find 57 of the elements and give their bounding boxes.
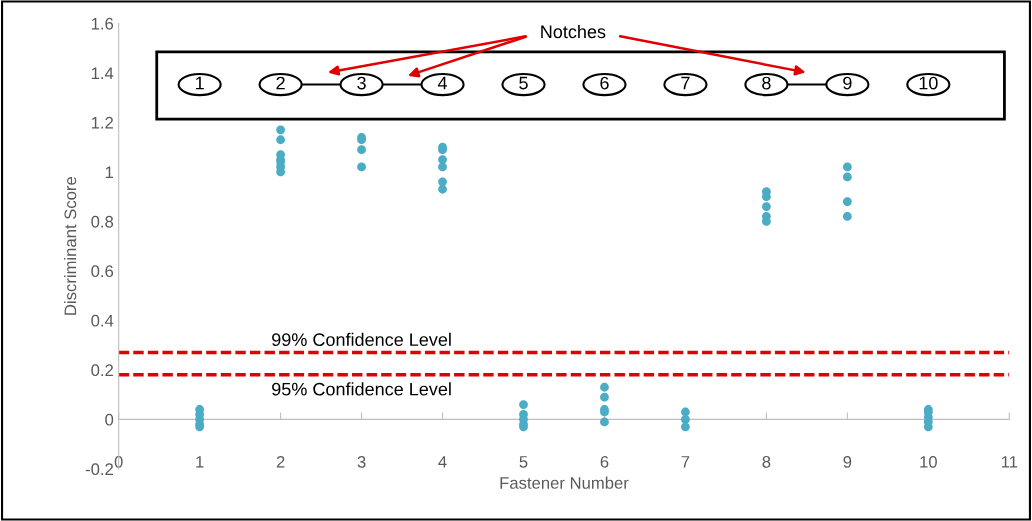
y-tick-label: 1.2 [91,116,113,129]
ref-line-label: 95% Confidence Level [272,382,451,396]
x-tick-label: 2 [276,455,285,468]
y-tick-label: 0.4 [91,314,114,327]
point [842,212,852,221]
annotation: 1 [196,76,204,90]
annotation: 8 [762,76,771,90]
y-axis-title: Discriminant Score [64,176,77,315]
annotation: 10 [919,76,938,90]
y-tick-label: 0.2 [91,364,113,377]
point [519,400,528,409]
x-tick-label: 3 [357,455,366,468]
point [276,135,285,145]
x-tick-label: 6 [600,455,609,468]
y-tick-label: -0.2 [85,463,113,476]
point [438,184,447,194]
x-axis-title: Fastener Number [500,476,629,489]
point [842,172,852,182]
annotation: 7 [681,76,690,90]
point [681,407,690,417]
point [276,125,285,135]
point [357,162,366,172]
point [438,177,447,187]
x-tick-label: 7 [681,456,690,468]
annotation: Notches [541,24,606,39]
point [357,145,366,155]
point [600,392,609,402]
x-tick-label: 8 [762,455,771,468]
point [842,197,852,207]
point [762,202,771,211]
y-tick-label: 1.4 [91,67,114,79]
y-tick-label: 1 [105,166,114,178]
point [600,382,609,392]
y-tick-label: 0 [105,413,114,426]
x-tick-label: 10 [920,455,937,468]
annotation: 9 [843,76,852,90]
annotation: 3 [357,76,366,90]
point [438,162,447,172]
x-tick-label: 5 [519,456,528,468]
y-tick-label: 0.8 [91,215,114,228]
point [600,417,609,427]
x-tick-label: 11 [1001,456,1018,468]
annotation: 2 [276,76,285,90]
point [681,422,690,432]
point [681,415,690,424]
x-tick-label: 0 [114,455,123,468]
x-tick-label: 1 [196,456,204,468]
annotation: 6 [600,76,609,90]
ref-line-label: 99% Confidence Level [272,332,451,347]
y-tick-label: 0.6 [91,265,114,278]
x-tick-label: 4 [438,456,447,468]
annotation: 4 [437,76,448,90]
point [438,155,447,164]
x-tick-label: 9 [843,455,852,468]
y-tick-label: 1.6 [91,17,114,30]
annotation: 5 [519,76,528,90]
point [842,162,852,172]
